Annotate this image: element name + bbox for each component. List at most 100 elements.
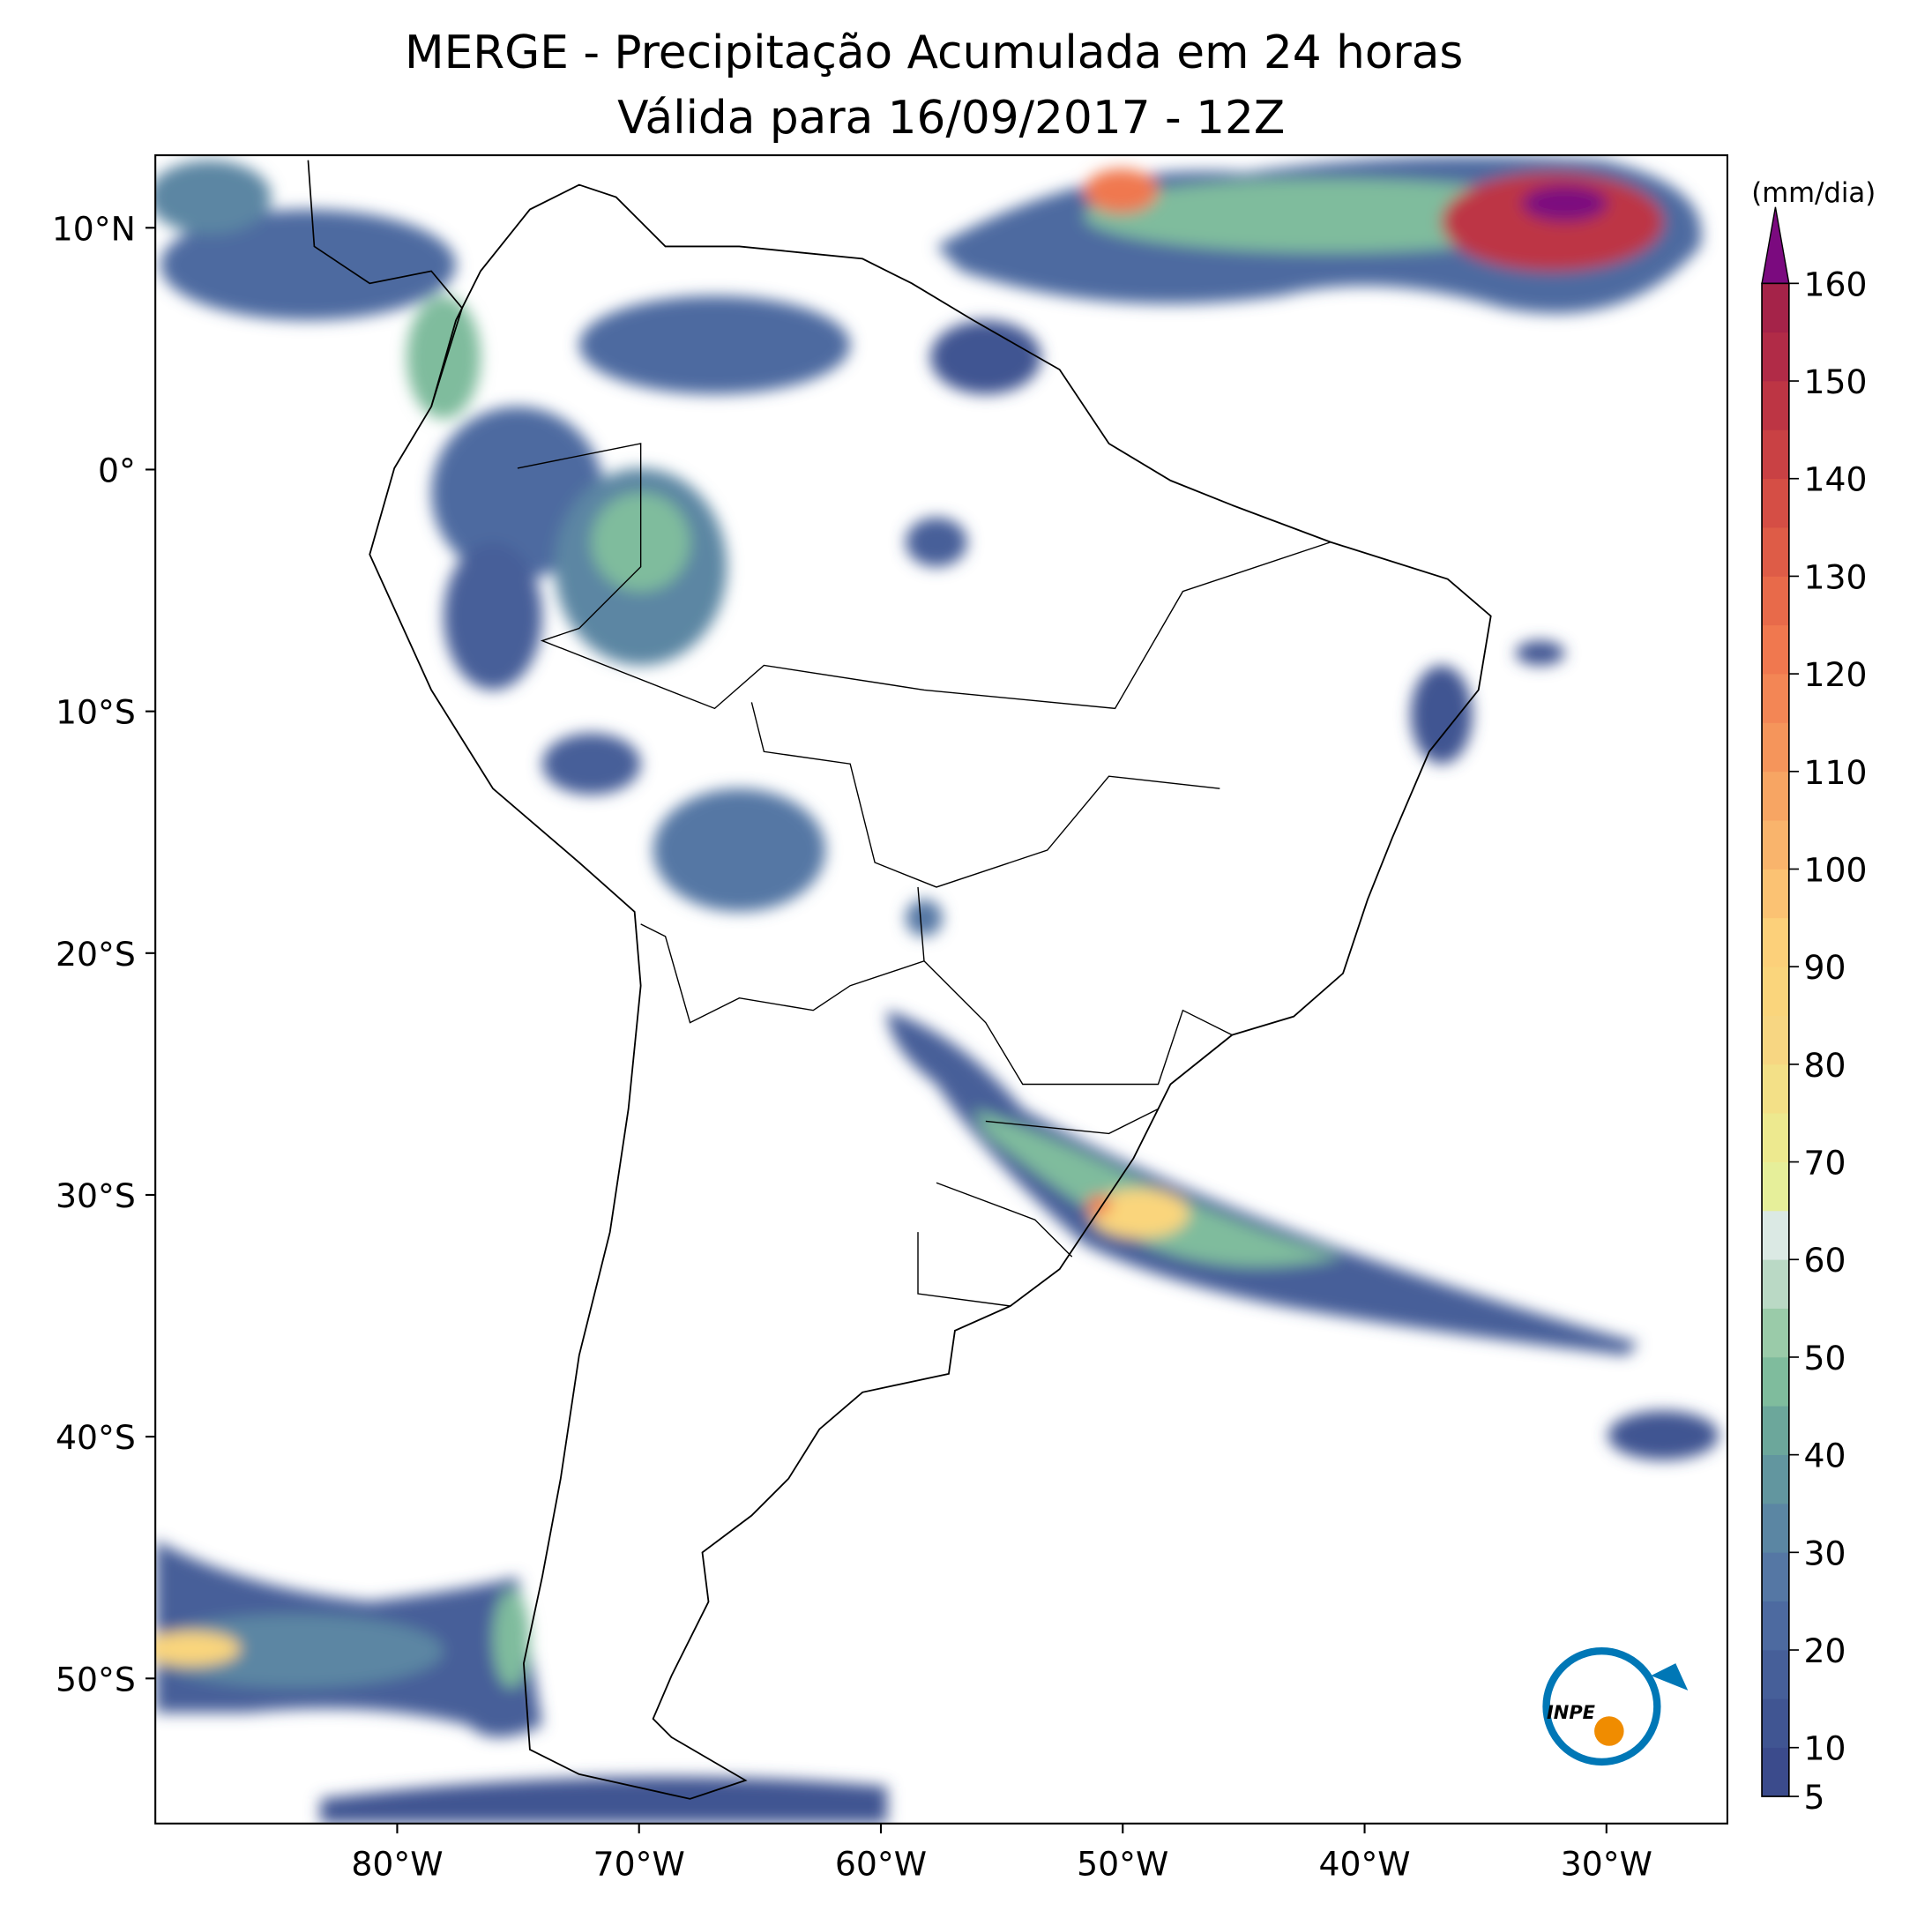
colorbar-band: [1761, 526, 1790, 577]
colorbar-band: [1761, 722, 1790, 773]
x-tick-label: 80°W: [351, 1844, 443, 1883]
colorbar-label: (mm/dia): [1751, 177, 1876, 209]
rain-area: [578, 295, 851, 395]
colorbar-tick-label: 5: [1804, 1778, 1825, 1817]
colorbar-tick-label: 10: [1804, 1729, 1846, 1768]
colorbar-band: [1761, 478, 1790, 528]
coastline: [307, 160, 463, 407]
colorbar-tick-label: 160: [1804, 265, 1868, 303]
rain-area: [1084, 168, 1159, 213]
colorbar-tick-label: 90: [1804, 948, 1846, 987]
colorbar-tick-label: 50: [1804, 1339, 1846, 1377]
colorbar-tick-label: 150: [1804, 362, 1868, 401]
colorbar-tick-label: 140: [1804, 460, 1868, 499]
colorbar-band: [1761, 966, 1790, 1016]
rain-area: [155, 1614, 444, 1689]
colorbar-band: [1761, 819, 1790, 870]
y-tick-label: 20°S: [56, 935, 136, 974]
colorbar-band: [1761, 1112, 1790, 1162]
logo-arrow: [1651, 1663, 1689, 1691]
y-tick-label: 40°S: [56, 1418, 136, 1457]
colorbar-band: [1761, 673, 1790, 723]
colorbar-tick-label: 80: [1804, 1046, 1846, 1085]
rain-area: [407, 295, 481, 420]
rain-area: [653, 788, 826, 912]
colorbar-band: [1761, 1698, 1790, 1749]
rain-area: [541, 733, 641, 795]
colorbar-band: [1761, 1649, 1790, 1699]
rain-area: [973, 1109, 1344, 1267]
rain-area: [887, 1010, 1639, 1355]
logo: INPE: [1542, 1647, 1689, 1766]
logo-text: INPE: [1547, 1702, 1596, 1723]
colorbar-band: [1761, 1454, 1790, 1504]
rain-area: [155, 1631, 241, 1666]
colorbar-band: [1761, 1551, 1790, 1602]
colorbar-band: [1761, 917, 1790, 967]
colorbar-tick-label: 60: [1804, 1241, 1846, 1280]
colorbar-band: [1761, 1015, 1790, 1065]
colorbar-tick-label: 120: [1804, 655, 1868, 694]
x-tick-label: 30°W: [1561, 1844, 1652, 1883]
rain-area: [320, 1776, 888, 1824]
rain-area: [1090, 1189, 1190, 1239]
colorbar-band: [1761, 380, 1790, 430]
rain-area: [160, 209, 457, 321]
rain-area: [1608, 1410, 1719, 1460]
x-tick-label: 40°W: [1318, 1844, 1410, 1883]
colorbar-band: [1761, 1064, 1790, 1114]
logo-dot: [1594, 1716, 1624, 1746]
subtitle: Válida para 16/09/2017 - 12Z: [617, 92, 1285, 145]
colorbar-tick-label: 30: [1804, 1534, 1846, 1572]
colorbar-tick-label: 130: [1804, 557, 1868, 596]
rain-area: [929, 320, 1041, 395]
colorbar-band: [1761, 869, 1790, 919]
colorbar-band: [1761, 1210, 1790, 1260]
colorbar-band: [1761, 282, 1790, 333]
colorbar-band: [1761, 1356, 1790, 1407]
colorbar-extend: [1761, 206, 1790, 285]
colorbar-band: [1761, 1405, 1790, 1455]
rain-area: [1410, 665, 1473, 765]
colorbar-band: [1761, 624, 1790, 675]
rain-area: [906, 899, 943, 937]
colorbar-band: [1761, 332, 1790, 382]
rain-area: [492, 1589, 530, 1689]
frame: [154, 153, 1728, 1825]
colorbar-band: [1761, 1747, 1790, 1797]
colorbar-band: [1761, 576, 1790, 626]
y-tick-label: 50°S: [56, 1660, 136, 1698]
coastline: [369, 183, 1492, 1800]
colorbar-tick-label: 110: [1804, 753, 1868, 792]
rain-area: [155, 160, 272, 235]
border: [517, 443, 1332, 1307]
rain-area: [1515, 640, 1565, 666]
y-tick-label: 10°S: [56, 693, 136, 732]
colorbar-band: [1761, 771, 1790, 821]
x-tick-label: 50°W: [1077, 1844, 1168, 1883]
rain-area: [1521, 184, 1608, 222]
map-area: INPE: [155, 155, 1719, 1824]
rain-area: [1441, 172, 1664, 272]
logo-ring: [1542, 1647, 1661, 1766]
colorbar-band: [1761, 1308, 1790, 1358]
rain-area: [444, 541, 542, 690]
colorbar-frame: [1761, 282, 1790, 1797]
colorbar-tick-label: 70: [1804, 1144, 1846, 1183]
x-tick-label: 70°W: [593, 1844, 685, 1883]
colorbar-band: [1761, 1161, 1790, 1212]
colorbar-band: [1761, 429, 1790, 480]
y-tick-label: 30°S: [56, 1176, 136, 1215]
colorbar-band: [1761, 1503, 1790, 1553]
colorbar-tick-label: 100: [1804, 850, 1868, 889]
rain-area: [906, 517, 967, 567]
title: MERGE - Precipitação Acumulada em 24 hor…: [405, 26, 1463, 79]
y-tick-label: 10°N: [52, 209, 136, 248]
x-tick-label: 60°W: [835, 1844, 927, 1883]
colorbar-band: [1761, 1601, 1790, 1651]
colorbar-band: [1761, 1258, 1790, 1309]
precipitation-field: [155, 155, 1719, 1824]
colorbar-tick-label: 20: [1804, 1631, 1846, 1670]
colorbar-tick-label: 40: [1804, 1437, 1846, 1475]
